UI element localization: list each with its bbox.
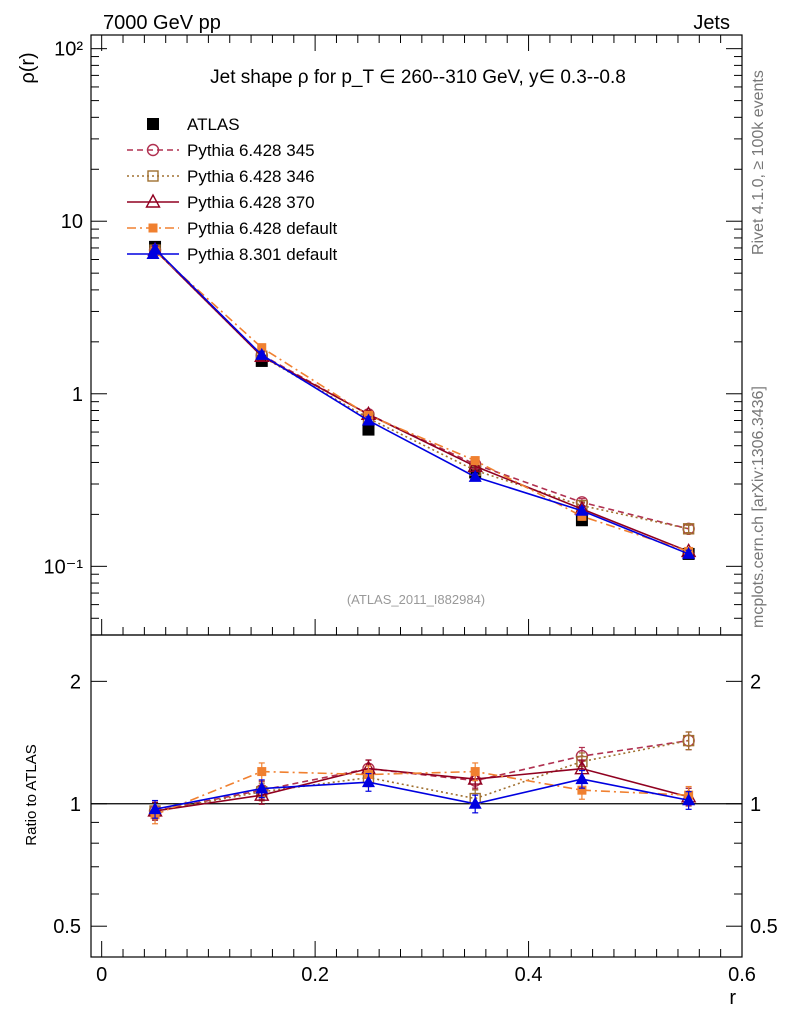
series-line: [154, 249, 689, 530]
marker-square: [470, 456, 480, 466]
main-series: [147, 240, 697, 560]
x-tick-label: 0.4: [515, 964, 543, 986]
ratio-ytick-label: 2: [70, 671, 81, 693]
main-ylabel: ρ(r): [17, 52, 39, 83]
marker-open-square: [682, 523, 695, 535]
x-axis-label: r: [729, 987, 736, 1009]
legend-item: Pythia 6.428 345: [127, 141, 315, 160]
marker-triangle: [682, 793, 696, 806]
legend-label: Pythia 6.428 346: [187, 167, 315, 186]
marker-square: [577, 785, 587, 795]
legend: ATLAS Pythia 6.428 345 Pythia 6.428 346 Pyt…: [127, 115, 338, 264]
ratio-ytick-label-right: 2: [750, 671, 761, 693]
ratio-ytick-label: 0.5: [53, 916, 81, 938]
series-pythia-6-428-370: [147, 759, 697, 821]
marker-open-triangle: [254, 786, 270, 801]
series-line: [154, 249, 689, 553]
marker-triangle: [468, 796, 482, 809]
ratio-series: [147, 731, 697, 825]
legend-item: ATLAS: [147, 115, 240, 134]
legend-label: ATLAS: [187, 115, 240, 134]
ratio-axes: 0.5 0.5 1 1 2 2 0 0.2 0.4 0.6: [53, 671, 778, 986]
marker-square: [362, 423, 375, 436]
mcplots-label: mcplots.cern.ch [arXiv:1306.3436]: [750, 386, 767, 628]
marker-circle: [146, 143, 160, 157]
marker-square: [147, 118, 159, 130]
legend-label: Pythia 6.428 default: [187, 219, 338, 238]
main-title: Jet shape ρ for p_T ∈ 260--310 GeV, y∈ 0…: [210, 67, 626, 88]
legend-label: Pythia 6.428 345: [187, 141, 315, 160]
marker-triangle: [146, 247, 160, 259]
x-tick-label: 0: [96, 964, 107, 986]
marker-open-square: [147, 170, 159, 182]
marker-square: [148, 223, 158, 233]
series-pythia-6-428-345: [148, 243, 695, 536]
legend-label: Pythia 6.428 370: [187, 193, 315, 212]
x-tick-label: 0.2: [301, 964, 329, 986]
series-line: [154, 739, 689, 812]
marker-square: [257, 767, 267, 777]
marker-triangle: [468, 469, 482, 482]
series-pythia-8-301-default: [148, 242, 696, 559]
rivet-label: Rivet 4.1.0, ≥ 100k events: [750, 70, 767, 255]
marker-square: [257, 343, 267, 353]
watermark: (ATLAS_2011_I882984): [347, 592, 485, 607]
series-line: [154, 250, 689, 553]
main-ytick-label: 10⁻¹: [44, 556, 84, 578]
series-line: [154, 770, 689, 816]
ratio-ytick-label-right: 1: [750, 794, 761, 816]
ratio-ytick-label: 1: [70, 794, 81, 816]
marker-open-triangle: [145, 193, 161, 208]
marker-triangle: [255, 781, 269, 794]
marker-square: [577, 511, 587, 521]
main-ytick-label: 1: [72, 384, 83, 406]
marker-triangle: [361, 413, 375, 426]
series-line: [154, 778, 689, 810]
energy-label: 7000 GeV pp: [103, 12, 221, 34]
legend-item: Pythia 8.301 default: [127, 245, 338, 264]
marker-open-triangle: [467, 770, 483, 785]
marker-triangle: [361, 775, 375, 788]
series-pythia-6-428-346: [149, 244, 695, 535]
legend-item: Pythia 6.428 346: [127, 167, 315, 186]
marker-square: [470, 767, 480, 777]
main-axes: 10⁻¹ 1 10 10²: [44, 35, 743, 957]
marker-open-square: [682, 734, 695, 747]
ratio-ylabel: Ratio to ATLAS: [23, 744, 40, 845]
category-label: Jets: [693, 12, 730, 34]
marker-triangle: [575, 772, 589, 785]
main-ytick-label: 10: [61, 211, 83, 233]
marker-triangle: [255, 347, 269, 360]
ratio-panel-frame: [90, 634, 743, 958]
ratio-ytick-label-right: 0.5: [750, 916, 778, 938]
legend-label: Pythia 8.301 default: [187, 245, 338, 264]
series-line: [154, 249, 689, 530]
series-pythia-8-301-default: [148, 769, 696, 819]
marker-triangle: [575, 503, 589, 516]
series-line: [154, 767, 689, 812]
x-tick-label: 0.6: [728, 964, 756, 986]
marker-triangle: [682, 546, 696, 559]
marker-triangle: [148, 802, 162, 815]
legend-item: Pythia 6.428 default: [127, 219, 338, 238]
legend-item: Pythia 6.428 370: [127, 193, 315, 212]
main-ytick-label: 10²: [54, 39, 83, 61]
series-line: [154, 248, 689, 555]
